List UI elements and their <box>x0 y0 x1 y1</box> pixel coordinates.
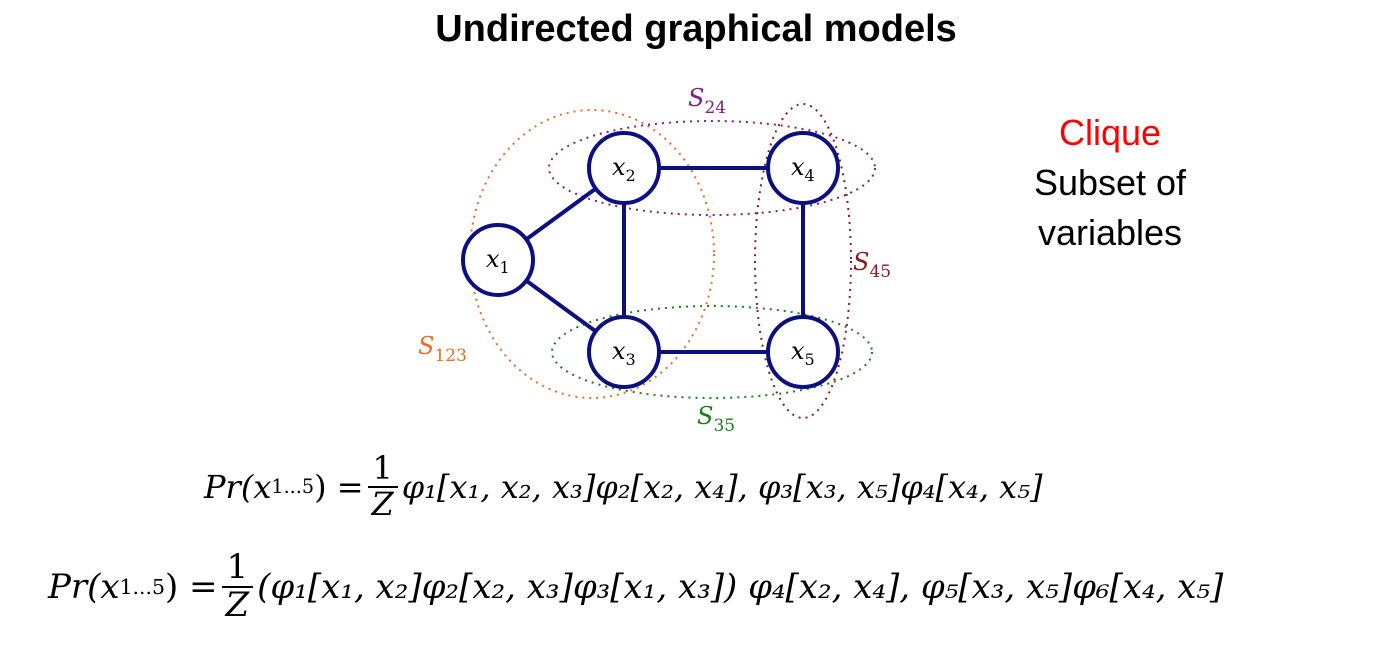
equation-2-lhs: Pr(x <box>48 566 120 607</box>
node-circle-x1 <box>461 223 535 297</box>
node-x2: x2 <box>587 131 661 205</box>
equation-1-numerator: 1 <box>372 449 393 487</box>
equation-1-lhs-end: ) = <box>314 467 364 506</box>
clique-s123-label: S123 <box>418 332 467 366</box>
clique-s24-ellipse <box>548 120 876 216</box>
node-x5: x5 <box>766 315 840 389</box>
node-x4: x4 <box>766 131 840 205</box>
equation-2-numerator: 1 <box>226 547 249 587</box>
equation-1-rhs: φ₁[x₁, x₂, x₃]φ₂[x₂, x₄], φ₃[x₃, x₅]φ₄[x… <box>401 467 1043 506</box>
slide-title: Undirected graphical models <box>435 8 957 50</box>
equation-2-lhs-sub: 1...5 <box>119 574 165 599</box>
node-circle-x4 <box>766 131 840 205</box>
clique-s123-ellipse <box>469 109 715 399</box>
clique-s45-ellipse <box>754 103 852 419</box>
clique-heading: Clique <box>1058 112 1162 153</box>
equation-2: Pr(x 1...5 ) = 1 Z (φ₁[x₁, x₂]φ₂[x₂, x₃]… <box>48 547 1224 624</box>
equation-2-fraction: 1 Z <box>221 547 254 624</box>
equation-2-lhs-end: ) = <box>164 566 218 607</box>
equation-2-rhs: (φ₁[x₁, x₂]φ₂[x₂, x₃]φ₃[x₁, x₃]) φ₄[x₂, … <box>257 566 1224 607</box>
clique-definition-line1: Subset of <box>1033 162 1187 203</box>
node-circle-x3 <box>587 315 661 389</box>
equation-1-fraction: 1 Z <box>367 449 398 522</box>
node-circle-x2 <box>587 131 661 205</box>
node-label-x5: x5 <box>791 337 815 369</box>
clique-definition: Clique Subset of variables <box>985 108 1235 258</box>
node-x1: x1 <box>461 223 535 297</box>
graph-edges <box>525 166 805 354</box>
clique-s45-label: S45 <box>853 248 891 282</box>
node-x3: x3 <box>587 315 661 389</box>
clique-s24-label: S24 <box>688 84 726 118</box>
equation-2-denominator: Z <box>221 585 254 624</box>
equation-1: Pr(x 1...5 ) = 1 Z φ₁[x₁, x₂, x₃]φ₂[x₂, … <box>204 449 1043 522</box>
equation-1-lhs: Pr(x <box>204 467 272 506</box>
node-label-x2: x2 <box>612 153 636 185</box>
clique-s35-label: S35 <box>697 402 735 436</box>
graph-nodes: x1 x2 x3 x4 x5 <box>461 131 840 389</box>
equation-1-denominator: Z <box>367 485 398 522</box>
equation-1-lhs-sub: 1...5 <box>271 475 315 499</box>
node-label-x4: x4 <box>791 153 815 185</box>
edge-x1-x3 <box>525 279 597 333</box>
clique-definition-line2: variables <box>1037 212 1183 253</box>
node-label-x1: x1 <box>486 245 510 277</box>
edge-x1-x2 <box>525 187 597 241</box>
node-circle-x5 <box>766 315 840 389</box>
node-label-x3: x3 <box>612 337 636 369</box>
clique-s35-ellipse <box>551 305 873 399</box>
